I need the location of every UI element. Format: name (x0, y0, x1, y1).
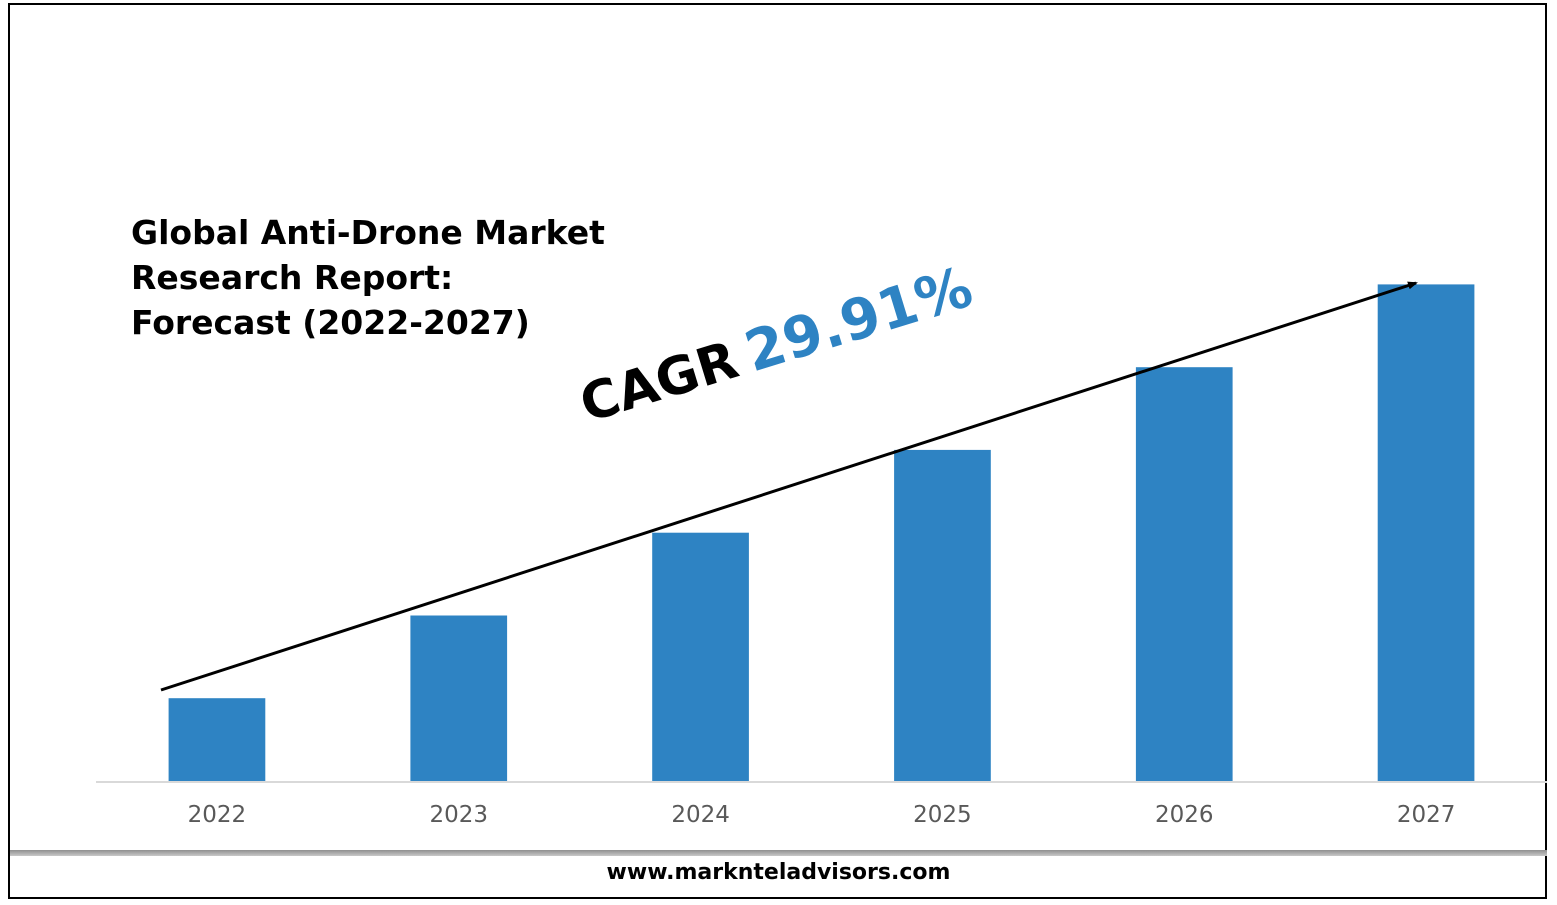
chart-title-line-3: Forecast (2022-2027) (131, 303, 530, 342)
bar-2024 (652, 532, 749, 781)
x-tick-labels: 2022 2023 2024 2025 2026 2027 (188, 802, 1456, 828)
x-tick-label-2025: 2025 (913, 802, 972, 828)
chart-title-line-1: Global Anti-Drone Market (131, 213, 605, 252)
x-tick-label-2024: 2024 (671, 802, 730, 828)
x-tick-label-2022: 2022 (188, 802, 247, 828)
chart-title: Global Anti-Drone Market Research Report… (131, 210, 651, 345)
x-tick-label-2027: 2027 (1397, 802, 1456, 828)
bars-group (168, 284, 1475, 781)
bar-2025 (894, 449, 991, 781)
cagr-trend-arrow (160, 281, 1418, 692)
footer-divider (10, 850, 1547, 856)
bar-2022 (168, 698, 266, 781)
chart-title-line-2: Research Report: (131, 258, 454, 297)
bar-2027 (1377, 284, 1475, 781)
bar-2026 (1135, 367, 1233, 781)
footer-website: www.marknteladvisors.com (606, 860, 951, 885)
x-tick-label-2026: 2026 (1155, 802, 1214, 828)
bar-2023 (410, 615, 508, 781)
x-tick-label-2023: 2023 (430, 802, 489, 828)
